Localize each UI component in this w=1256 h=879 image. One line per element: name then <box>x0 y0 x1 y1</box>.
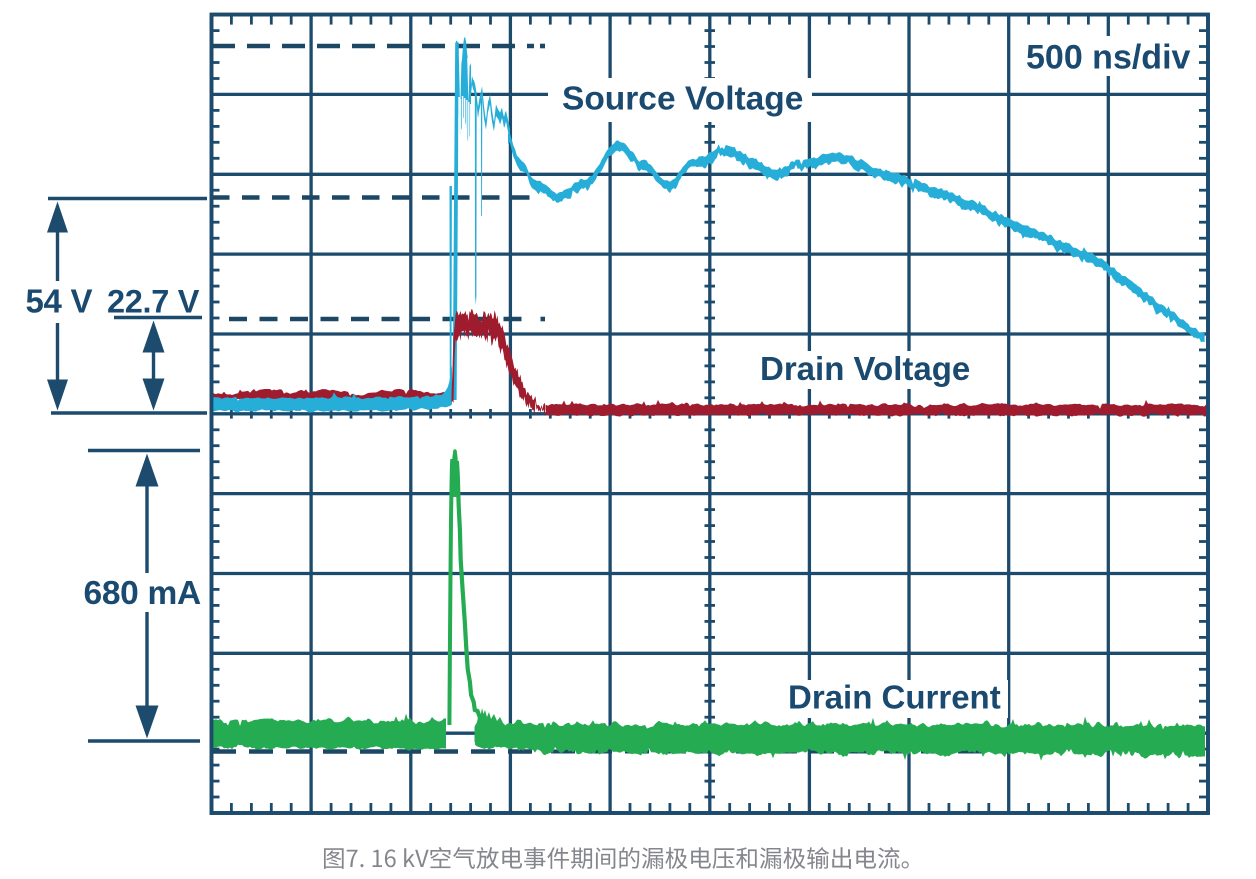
svg-text:680 mA: 680 mA <box>84 575 201 612</box>
svg-text:54 V: 54 V <box>26 283 93 320</box>
svg-text:Source Voltage: Source Voltage <box>562 81 803 118</box>
svg-text:22.7 V: 22.7 V <box>107 284 200 320</box>
svg-text:Drain Current: Drain Current <box>788 679 1001 716</box>
svg-text:500 ns/div: 500 ns/div <box>1026 39 1191 77</box>
svg-text:Drain Voltage: Drain Voltage <box>760 350 970 387</box>
